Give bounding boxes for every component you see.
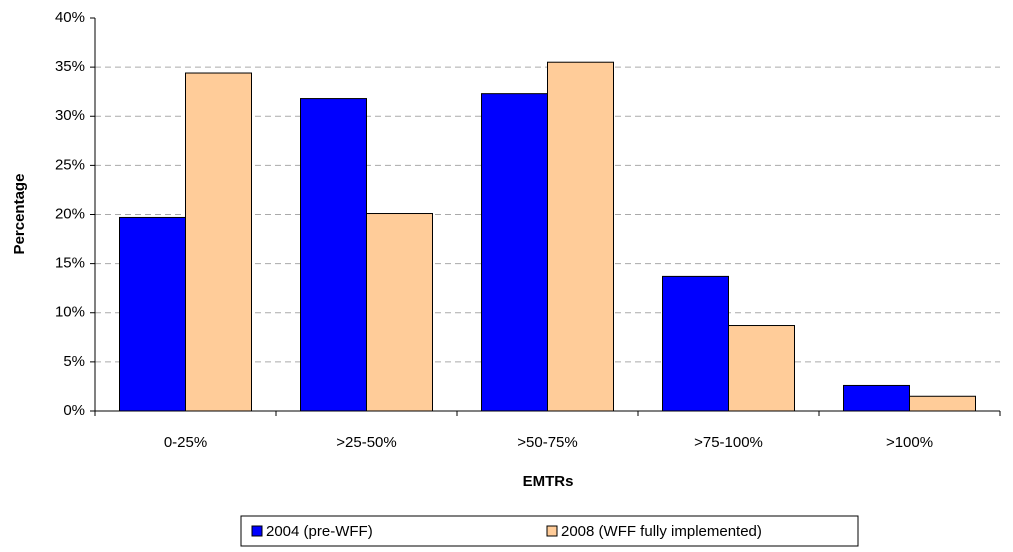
bar bbox=[119, 216, 186, 412]
legend-label: 2004 (pre-WFF) bbox=[266, 523, 373, 540]
legend-swatch bbox=[251, 525, 263, 537]
y-tick-label: 40% bbox=[55, 9, 85, 26]
bar bbox=[185, 72, 252, 412]
y-axis-label: Percentage bbox=[11, 174, 28, 255]
y-tick-label: 15% bbox=[55, 255, 85, 272]
bar bbox=[481, 93, 548, 412]
bar bbox=[547, 61, 614, 412]
x-tick-label: 0-25% bbox=[164, 434, 207, 451]
legend-swatch bbox=[546, 525, 558, 537]
y-tick-label: 5% bbox=[63, 353, 85, 370]
y-tick-label: 35% bbox=[55, 58, 85, 75]
x-tick-label: >50-75% bbox=[517, 434, 577, 451]
x-tick-label: >75-100% bbox=[694, 434, 763, 451]
bar bbox=[843, 384, 910, 412]
x-tick-label: >25-50% bbox=[336, 434, 396, 451]
bar bbox=[366, 213, 433, 412]
bar bbox=[662, 275, 729, 412]
y-tick-label: 10% bbox=[55, 304, 85, 321]
y-tick-label: 25% bbox=[55, 156, 85, 173]
bar bbox=[728, 325, 795, 412]
y-tick-label: 20% bbox=[55, 205, 85, 222]
y-tick-label: 0% bbox=[63, 402, 85, 419]
x-axis-label: EMTRs bbox=[523, 473, 574, 490]
x-tick-label: >100% bbox=[886, 434, 933, 451]
bar bbox=[909, 395, 976, 412]
bar bbox=[300, 98, 367, 412]
y-tick-label: 30% bbox=[55, 107, 85, 124]
legend-label: 2008 (WFF fully implemented) bbox=[561, 523, 762, 540]
